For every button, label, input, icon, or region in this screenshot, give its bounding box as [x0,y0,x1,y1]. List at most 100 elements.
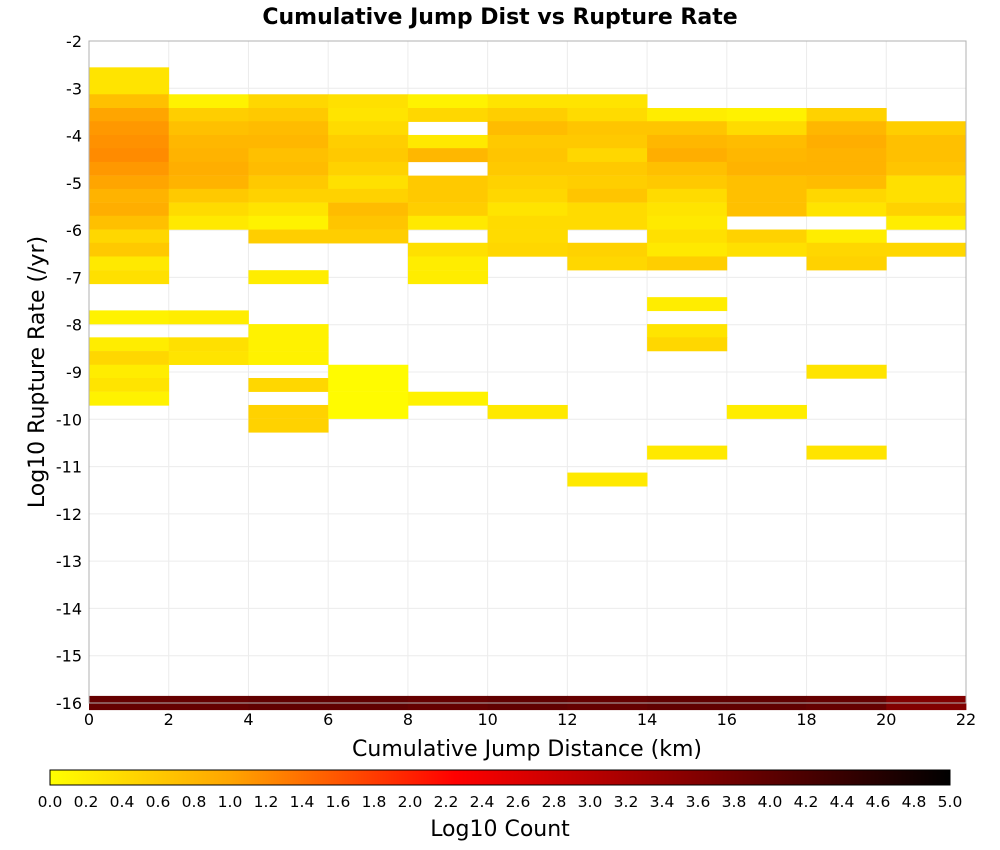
heatmap-cell [567,134,648,149]
heatmap-cell [886,148,967,163]
heatmap-cell [647,148,728,163]
heatmap-cell [168,351,249,365]
heatmap-cell [328,161,409,176]
heatmap-cell [886,134,967,149]
y-axis-label: Log10 Rupture Rate (/yr) [25,236,50,508]
heatmap-cell [647,202,728,217]
heatmap-cell [886,215,967,230]
heatmap-cell [806,229,887,244]
x-tick-label: 0 [84,710,94,729]
heatmap-cell [248,215,329,230]
colorbar-ticks: 0.0 0.2 0.4 0.6 0.8 1.0 1.2 1.4 1.6 1.8 2.0 2.2 2.4 2… [38,793,963,811]
heatmap-cell [407,256,489,271]
heatmap-cell [328,391,409,406]
y-tick-label: -9 [66,363,82,382]
colorbar-tick-label: 3.4 [650,793,675,811]
heatmap-cell [806,242,887,257]
plot-frame [88,40,967,704]
heatmap-cell [89,256,170,271]
heatmap-cell [248,148,329,163]
colorbar [49,769,951,786]
colorbar-tick-label: 4.8 [902,793,927,811]
colorbar-tick-label: 4.4 [830,793,855,811]
heatmap-cell [567,121,648,136]
heatmap-cell [168,148,249,163]
heatmap-cell [168,215,249,230]
y-tick-label: -5 [66,174,82,193]
heatmap-cell [89,270,170,285]
heatmap-cell [248,94,329,109]
y-tick-label: -14 [56,599,82,618]
colorbar-tick-label: 0.8 [182,793,207,811]
y-tick-label: -10 [56,410,82,429]
heatmap-cell [168,310,249,325]
heatmap-cell [726,229,807,244]
chart-title: Cumulative Jump Dist vs Rupture Rate [262,5,737,30]
colorbar-tick-label: 2.2 [434,793,459,811]
heatmap-cell [487,202,568,217]
heatmap-cell [407,175,489,190]
heatmap-cell [647,445,728,460]
heatmap-cell [248,351,329,365]
heatmap-cell [89,391,170,406]
heatmap-cell [248,108,329,122]
heatmap-cell [487,188,568,203]
heatmap-cell [248,418,329,433]
x-tick-label: 2 [164,710,174,729]
x-tick-label: 18 [796,710,816,729]
heatmap-cell [726,161,807,176]
heatmap-cell [248,161,329,176]
x-tick-label: 22 [956,710,976,729]
heatmap-cell [647,175,728,190]
x-tick-label: 6 [323,710,333,729]
heatmap-cell [567,188,648,203]
heatmap-cell [487,121,568,136]
heatmap-cell [806,364,887,379]
colorbar-tick-label: 0.4 [110,793,135,811]
heatmap-cell [726,108,807,122]
x-tick-label: 14 [637,710,657,729]
colorbar-tick-label: 4.6 [866,793,891,811]
heatmap-cell [647,229,728,244]
heatmap-cell [168,161,249,176]
x-tick-label: 20 [876,710,896,729]
colorbar-tick-label: 0.0 [38,793,63,811]
heatmap-cell [407,202,489,217]
heatmap-cell [248,121,329,136]
colorbar-tick-label: 0.2 [74,793,99,811]
heatmap-cell [168,337,249,352]
heatmap-cell [647,242,728,257]
heatmap-cell [328,404,409,419]
heatmap-cell [647,121,728,136]
heatmap-cell [567,161,648,176]
heatmap-cell [567,108,648,122]
heatmap-cell [487,242,568,257]
heatmap-cell [407,134,489,149]
heatmap-cell [487,229,568,244]
y-axis-ticks: -2 -3 -4 -5 -6 -7 -8 -9 -10 -11 -12 -13 -14 -15 -16 [56,32,82,713]
heatmap-cell [567,148,648,163]
heatmap-cell [647,337,728,352]
heatmap-cell [806,256,887,271]
heatmap-cell [89,351,170,365]
x-tick-label: 10 [477,710,497,729]
colorbar-tick-label: 3.0 [578,793,603,811]
heatmap-cell [647,215,728,230]
heatmap-cell [726,121,807,136]
heatmap-cell [567,242,648,257]
heatmap-cell [248,378,329,392]
heatmap-cell [806,134,887,149]
heatmap-cell [726,242,807,257]
heatmap-cell [407,94,489,109]
x-tick-label: 16 [717,710,737,729]
heatmap-cell [328,108,409,122]
colorbar-tick-label: 5.0 [938,793,963,811]
heatmap-cell [726,404,807,419]
heatmap-cell [487,215,568,230]
heatmap-cell [886,121,967,136]
colorbar-tick-label: 0.6 [146,793,171,811]
heatmap-cell [647,188,728,203]
heatmap-cell [248,270,329,285]
heatmap-cell [647,108,728,122]
heatmap-cell [168,188,249,203]
